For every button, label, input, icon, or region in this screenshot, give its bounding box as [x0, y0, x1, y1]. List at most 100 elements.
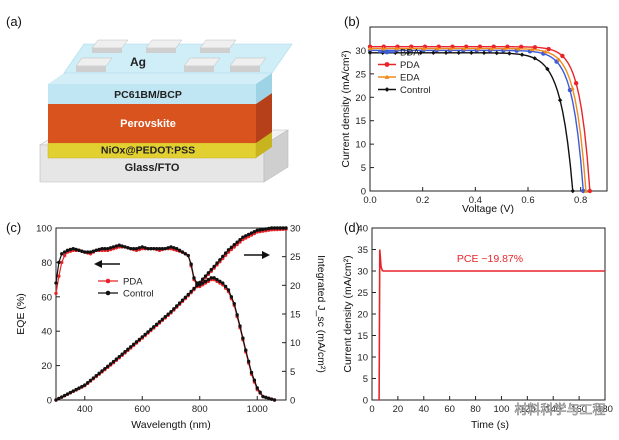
- eqe-marker-control: [143, 246, 147, 250]
- integrated-jsc-marker-control: [129, 345, 133, 349]
- integrated-jsc-marker-control: [261, 227, 265, 232]
- integrated-jsc-marker-control: [120, 352, 124, 356]
- y-tick-label: 40: [41, 327, 52, 338]
- integrated-jsc-marker-control: [235, 240, 239, 244]
- eqe-marker-control: [252, 378, 257, 382]
- integrated-jsc-marker-control: [60, 395, 64, 399]
- jv-curve-bda: [370, 49, 584, 192]
- integrated-jsc-marker-control: [111, 359, 116, 364]
- layer-etl: [48, 73, 272, 104]
- integrated-jsc-marker-control: [186, 292, 190, 297]
- eqe-marker-control: [189, 262, 193, 266]
- jv-marker-pda: [491, 44, 496, 49]
- y-tick-label: 30: [357, 267, 368, 278]
- jv-marker-pda: [587, 188, 593, 194]
- eqe-marker-control: [209, 276, 213, 280]
- jv-marker-pda: [381, 44, 386, 49]
- integrated-jsc-marker-control: [123, 350, 127, 354]
- integrated-jsc-marker-control: [206, 271, 211, 275]
- integrated-jsc-marker-control: [65, 392, 70, 396]
- absorber-label: Perovskite: [120, 118, 176, 130]
- y-tick-label: 25: [357, 288, 368, 299]
- eqe-marker-control: [183, 252, 188, 256]
- integrated-jsc-marker-control: [152, 325, 156, 329]
- integrated-jsc-marker-control: [106, 364, 110, 368]
- y2-tick-label: 20: [290, 281, 301, 292]
- integrated-jsc-marker-control: [62, 393, 67, 398]
- y-tick-label: 10: [355, 140, 366, 151]
- integrated-jsc-marker-control: [264, 227, 268, 231]
- jv-marker-pda: [546, 46, 551, 52]
- jv-marker-control: [443, 50, 449, 55]
- integrated-jsc-marker-control: [275, 226, 280, 230]
- eqe-marker-control: [163, 246, 167, 251]
- series-group-c: [54, 226, 288, 402]
- eqe-marker-control: [267, 396, 271, 400]
- jv-marker-control: [494, 50, 499, 56]
- integrated-jsc-marker-control: [143, 332, 147, 337]
- integrated-jsc-marker-control: [134, 340, 139, 344]
- y-tick-label: 0: [363, 396, 368, 407]
- jv-marker-eda: [543, 49, 548, 54]
- left-arrow-annotation: [94, 260, 120, 268]
- x-tick-label: 0.4: [469, 195, 482, 206]
- x-tick-label: 160: [571, 404, 587, 415]
- eqe-marker-control: [71, 246, 75, 251]
- eqe-marker-control: [258, 390, 262, 394]
- integrated-jsc-marker-control: [88, 378, 93, 383]
- eqe-marker-control: [215, 277, 219, 282]
- jv-marker-eda: [381, 46, 386, 51]
- x-tick-label: 0.8: [574, 195, 587, 206]
- jv-marker-eda: [421, 46, 427, 51]
- integrated-jsc-marker-control: [71, 389, 75, 393]
- jv-marker-control: [481, 50, 487, 56]
- eqe-marker-control: [106, 246, 110, 251]
- legend-marker-pda: [384, 62, 390, 67]
- integrated-jsc-marker-control: [212, 264, 216, 269]
- integrated-jsc-marker-control: [229, 245, 234, 249]
- eqe-marker-control: [232, 301, 236, 306]
- eqe-marker-control: [68, 247, 73, 252]
- x-axis-label-b: Voltage (V): [462, 203, 514, 215]
- jv-marker-pda: [518, 44, 524, 50]
- eqe-marker-control: [246, 359, 251, 363]
- eqe-marker-control: [152, 246, 156, 251]
- jv-marker-control: [456, 50, 461, 55]
- integrated-jsc-marker-control: [215, 261, 219, 265]
- eqe-curve-control: [55, 244, 275, 401]
- y-tick-label: 80: [41, 258, 52, 269]
- legend-marker-bda: [384, 49, 390, 55]
- panel-c: (c) 400 600 800 100002040608010005101520253…: [6, 220, 327, 431]
- integrated-jsc-marker-control: [160, 317, 165, 321]
- eqe-marker-control: [172, 246, 176, 250]
- integrated-jsc-marker-control: [74, 387, 78, 392]
- eqe-marker-control: [166, 246, 170, 250]
- integrated-jsc-marker-control: [267, 226, 271, 231]
- y2-axis-label-c: Integrated J_sc (mA/cm²): [315, 255, 327, 373]
- panel-c-label: (c): [6, 220, 21, 235]
- integrated-jsc-marker-control: [94, 373, 98, 378]
- x-tick-label: 60: [444, 404, 455, 415]
- eqe-marker-control: [62, 250, 67, 254]
- eqe-marker-control: [146, 246, 150, 251]
- integrated-jsc-marker-control: [163, 315, 167, 319]
- axes-b: 0.0 0.2 0.4 0.6 0.8 0 5 10 15 20 25 30: [355, 46, 587, 206]
- eqe-marker-control: [97, 247, 101, 252]
- y2-tick-label: 30: [290, 224, 301, 235]
- eqe-marker-control: [103, 246, 107, 251]
- axes-d: 0 20 40 60 80 100 120 140 160 180 0 5 10 15 20 25 30 35 40: [357, 224, 613, 416]
- ag-pad: [91, 39, 129, 53]
- integrated-jsc-marker-control: [126, 347, 130, 351]
- integrated-jsc-marker-control: [91, 376, 96, 380]
- x-axis-label-d: Time (s): [471, 419, 509, 431]
- integrated-jsc-marker-control: [80, 384, 84, 389]
- integrated-jsc-marker-control: [117, 354, 121, 359]
- integrated-jsc-marker-control: [209, 267, 213, 272]
- legend-label-control: Control: [123, 289, 154, 300]
- jv-marker-control: [418, 50, 423, 55]
- jv-marker-eda: [529, 47, 535, 52]
- y-axis-label-c: EQE (%): [15, 293, 27, 334]
